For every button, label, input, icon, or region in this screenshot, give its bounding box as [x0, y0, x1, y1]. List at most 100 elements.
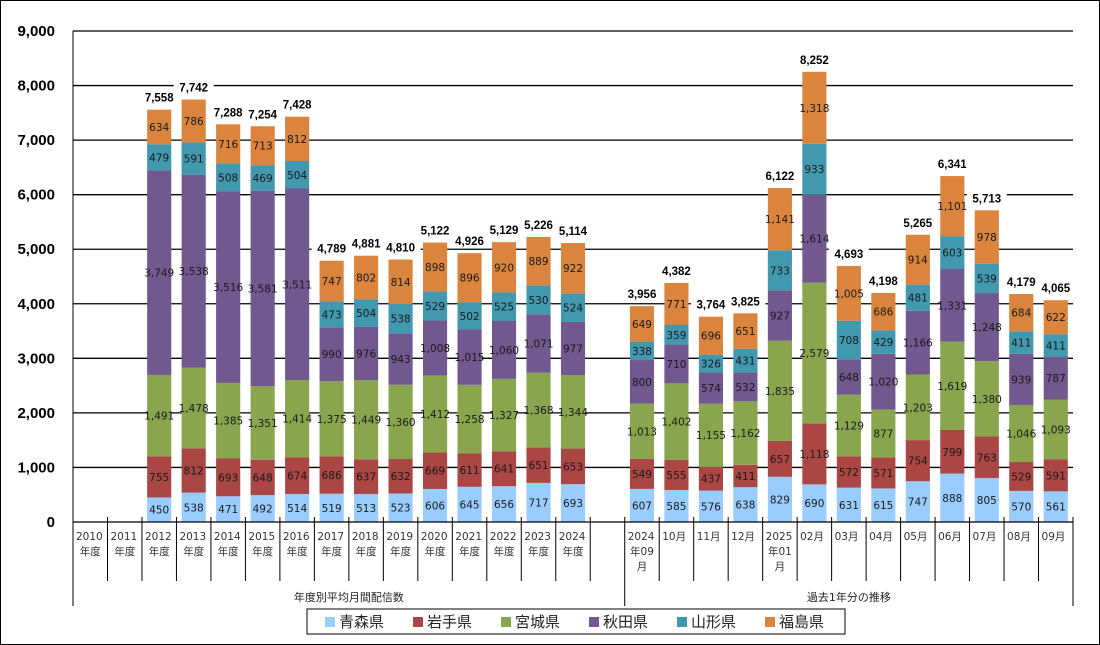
total-label-bg: [208, 105, 249, 120]
x-tick-label: 2016 年度: [283, 531, 310, 558]
bar-segment: [181, 448, 206, 493]
bar-segment: [802, 143, 827, 195]
bar-segment: [423, 375, 448, 453]
bar-segment: [1009, 294, 1034, 332]
total-value-label: 4,789: [317, 244, 346, 256]
bar-segment: [629, 488, 655, 522]
segment-value-label: 889: [528, 256, 548, 268]
segment-value-label: 607: [632, 500, 652, 512]
segment-value-label: 896: [460, 273, 480, 285]
bar-segment: [319, 327, 344, 382]
bar-segment: [1043, 399, 1068, 460]
segment-value-label: 429: [873, 337, 893, 349]
bar-segment: [940, 429, 965, 474]
bar-segment: [491, 242, 517, 293]
bar-segment: [216, 163, 241, 192]
segment-value-label: 411: [1011, 338, 1031, 350]
segment-value-label: 1,101: [937, 201, 967, 213]
segment-value-label: 1,005: [834, 288, 864, 300]
segment-value-label: 3,581: [248, 283, 278, 295]
bar-segment: [733, 487, 758, 522]
segment-value-label: 898: [425, 262, 445, 274]
segment-value-label: 638: [735, 500, 755, 512]
segment-value-label: 651: [735, 326, 755, 338]
bar-segment: [767, 188, 792, 251]
bar-segment: [733, 464, 758, 488]
x-tick-label: 2022 年度: [490, 531, 517, 558]
segment-value-label: 927: [770, 311, 790, 323]
bar-segment: [560, 243, 586, 294]
x-tick-label: 2024 年09 月: [628, 531, 655, 573]
segment-value-label: 1,478: [179, 403, 209, 415]
bar-segment: [491, 451, 517, 487]
bar-segment: [354, 380, 379, 460]
segment-value-label: 747: [908, 497, 928, 509]
segment-value-label: 771: [666, 299, 686, 311]
bar-segment: [664, 490, 689, 522]
bar-segment: [285, 116, 310, 162]
segment-value-label: 943: [391, 354, 411, 366]
total-label-bg: [277, 97, 318, 112]
bar-segment: [147, 497, 172, 522]
bar-segment: [767, 440, 792, 477]
segment-value-label: 3,749: [144, 268, 174, 280]
bar-segment: [733, 348, 758, 373]
bar-segment: [423, 320, 448, 376]
bar-segment: [181, 142, 206, 175]
bar-segment: [698, 403, 723, 467]
segment-value-label: 570: [1011, 501, 1031, 513]
total-value-label: 7,558: [145, 93, 174, 105]
segment-value-label: 539: [977, 273, 997, 285]
segment-value-label: 631: [839, 500, 859, 512]
segment-value-label: 914: [908, 255, 928, 267]
bar-segment: [457, 453, 482, 487]
segment-value-label: 686: [322, 470, 342, 482]
segment-value-label: 634: [149, 122, 169, 134]
segment-value-label: 717: [528, 497, 548, 509]
total-label-bg: [932, 157, 973, 172]
bar-segment: [698, 490, 723, 522]
y-tick-label: 6,000: [17, 187, 55, 204]
bar-segment: [802, 282, 827, 424]
bar-segment: [319, 381, 344, 457]
bar-segment: [285, 161, 310, 189]
segment-value-label: 555: [666, 470, 686, 482]
segment-value-label: 648: [253, 472, 273, 484]
bar-segment: [388, 333, 413, 385]
segment-value-label: 888: [942, 493, 962, 505]
segment-value-label: 799: [942, 447, 962, 459]
bar-segment: [526, 236, 551, 286]
x-tick-label: 2017 年度: [317, 531, 344, 558]
segment-value-label: 411: [1046, 340, 1066, 352]
segment-value-label: 479: [149, 152, 169, 164]
bar-segment: [354, 326, 379, 381]
segment-value-label: 939: [1011, 374, 1031, 386]
segment-value-label: 1,008: [420, 343, 450, 355]
bar-segment: [802, 194, 827, 283]
legend-label: 福島県: [779, 613, 824, 631]
legend: 青森県 岩手県 宮城県 秋田県 山形県 福島県: [306, 608, 846, 635]
bar-segment: [423, 291, 448, 321]
y-tick-label: 3,000: [17, 350, 55, 367]
segment-value-label: 469: [253, 173, 273, 185]
total-value-label: 6,122: [766, 171, 795, 183]
bar-segment: [216, 124, 241, 164]
segment-value-label: 786: [184, 116, 204, 128]
bar-segment: [767, 250, 792, 291]
x-tick-label: 2023 年度: [524, 531, 551, 558]
bar-segment: [629, 341, 655, 361]
segment-value-label: 877: [873, 428, 893, 440]
legend-swatch: [589, 617, 599, 627]
segment-value-label: 591: [184, 154, 204, 166]
segment-value-label: 615: [873, 500, 893, 512]
bar-segment: [491, 486, 517, 522]
segment-value-label: 549: [632, 469, 652, 481]
bar-segment: [354, 459, 379, 495]
bar-segment: [1043, 459, 1068, 492]
segment-value-label: 1,614: [799, 234, 829, 246]
bar-segment: [560, 484, 586, 522]
bar-segment: [871, 409, 896, 458]
x-tick-label: 06月: [938, 531, 962, 543]
bar-segment: [250, 495, 275, 522]
segment-value-label: 359: [666, 330, 686, 342]
